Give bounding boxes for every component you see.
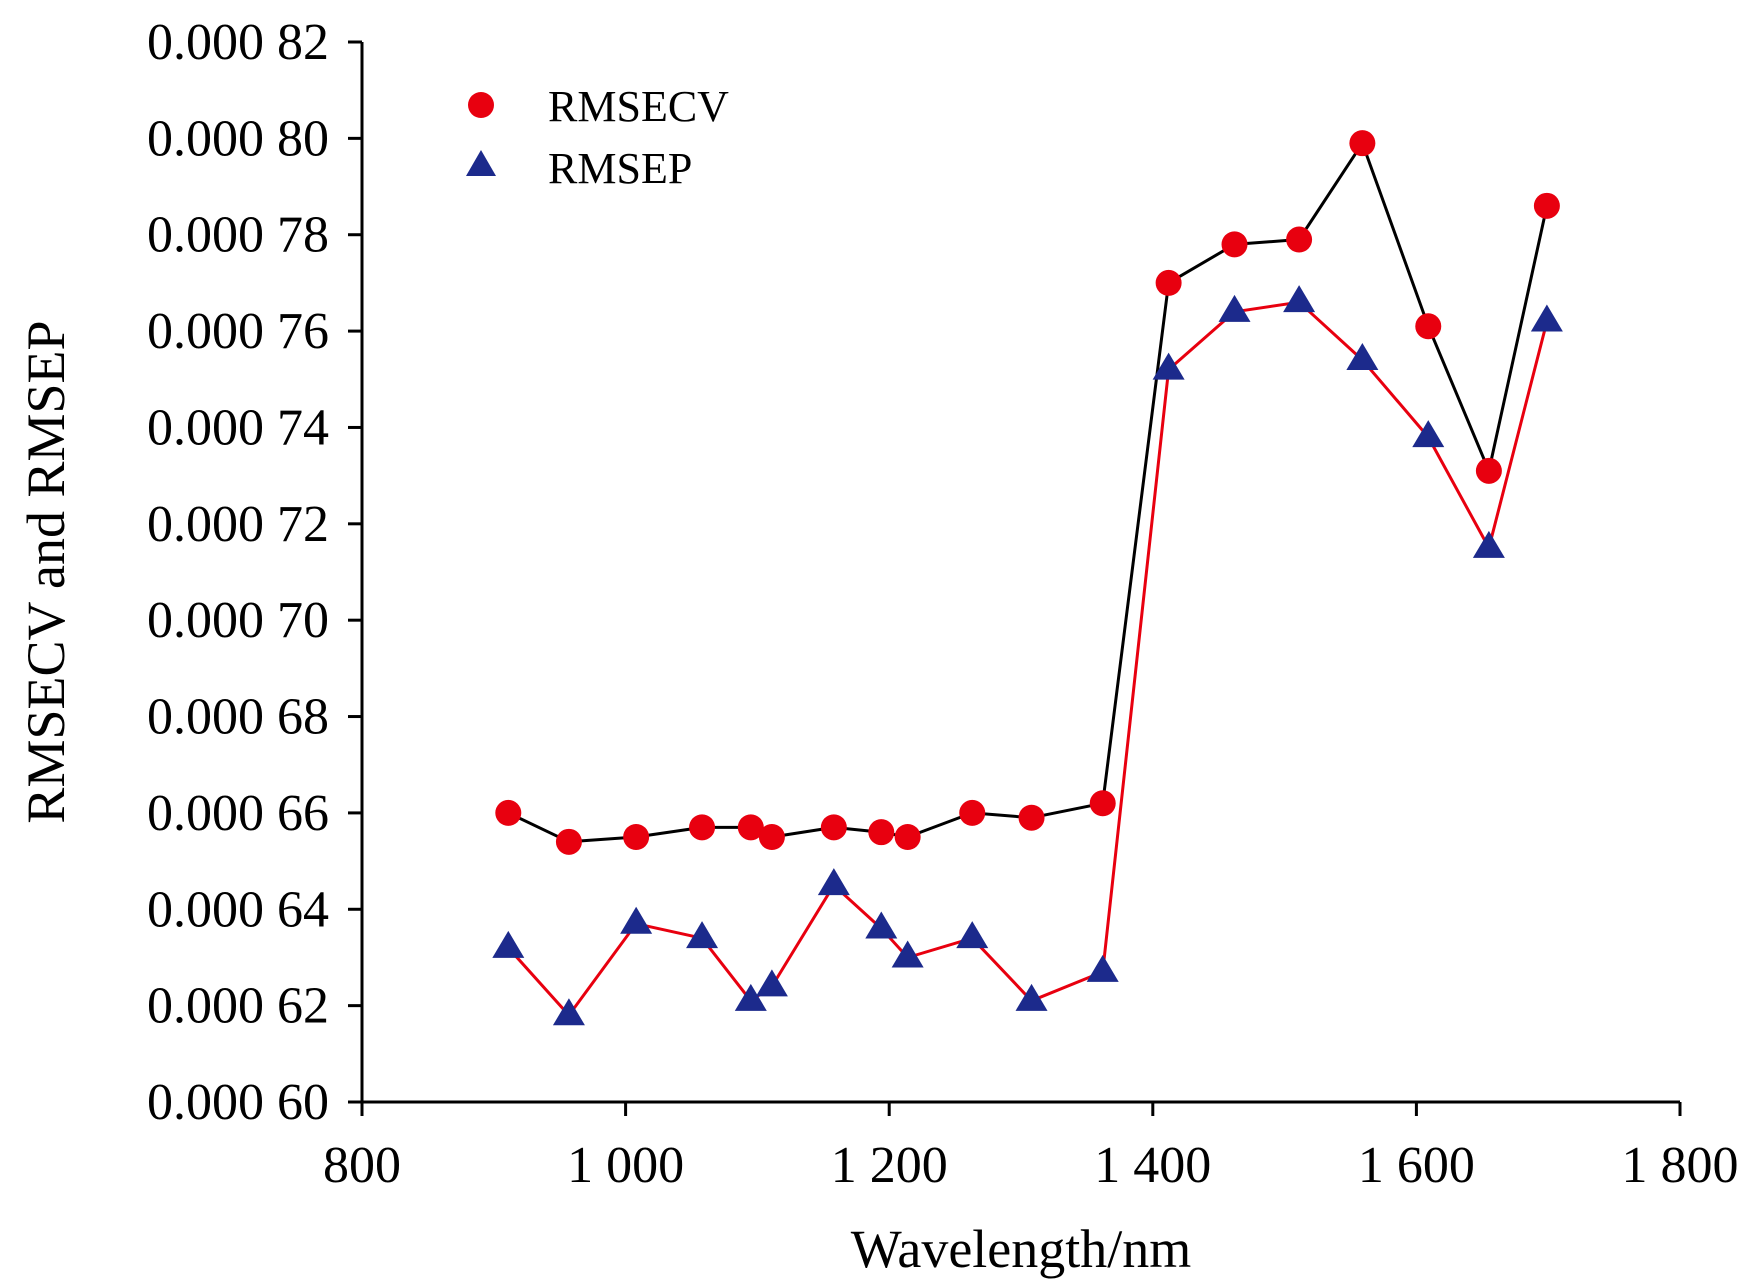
y-axis-label: RMSECV and RMSEP [16,320,76,823]
data-point-rmsep [734,983,767,1011]
y-tick-label: 0.000 82 [147,14,329,71]
data-point-rmsep [686,921,719,949]
data-point-rmsecv [1089,790,1116,817]
data-point-rmsep [1218,294,1251,322]
legend-marker-rmsecv [468,92,494,118]
x-axis-label: Wavelength/nm [851,1219,1192,1279]
series-lines [507,141,1549,1017]
data-point-rmsecv [894,824,921,850]
data-point-rmsep [817,868,850,896]
y-tick-label: 0.000 72 [147,496,329,553]
data-point-rmsecv [1018,804,1045,831]
data-point-rmsep [891,940,924,968]
y-tick-label: 0.000 74 [147,399,329,456]
series-markers [492,130,1563,1026]
legend-label-rmsecv: RMSECV [548,82,729,131]
data-point-rmsep [956,921,989,949]
series-line-rmsep [507,300,1549,1017]
data-point-rmsecv [1349,130,1376,157]
data-point-rmsecv [1155,269,1182,296]
data-point-rmsep [1152,352,1185,380]
data-point-rmsep [1283,285,1316,313]
data-point-rmsep [1346,343,1379,370]
data-point-rmsep [620,906,653,934]
data-point-rmsep [755,969,788,997]
data-point-rmsecv [959,799,986,826]
data-point-rmsecv [495,799,522,826]
x-tick-label: 1 200 [831,1137,948,1194]
data-point-rmsecv [1221,231,1248,258]
data-point-rmsep [1015,983,1048,1011]
y-tick-label: 0.000 68 [147,689,329,746]
y-tick-label: 0.000 78 [147,207,329,264]
data-point-rmsep [1412,420,1445,448]
legend-marker-rmsep [466,150,496,176]
x-ticks: 800 1 000 1 200 1 400 1 600 1 800 [323,1102,1739,1194]
axes [360,42,1680,1104]
y-tick-label: 0.000 66 [147,785,329,842]
legend: RMSECV RMSEP [466,82,729,193]
y-tick-label: 0.000 76 [147,303,329,360]
x-tick-label: 1 400 [1094,1137,1211,1194]
y-tick-label: 0.000 70 [147,592,329,649]
data-point-rmsep [865,911,898,939]
x-tick-label: 800 [323,1137,401,1194]
data-point-rmsecv [737,814,764,841]
x-tick-label: 1 600 [1358,1137,1475,1194]
x-tick-label: 1 000 [567,1137,684,1194]
data-point-rmsep [1530,304,1563,332]
legend-label-rmsep: RMSEP [548,144,692,193]
data-point-rmsecv [555,828,582,855]
data-point-rmsep [1472,530,1505,558]
data-point-rmsecv [820,814,847,841]
data-point-rmsecv [758,824,785,850]
data-point-rmsecv [1475,457,1502,484]
data-point-rmsecv [623,824,650,850]
y-tick-label: 0.000 80 [147,110,329,167]
data-point-rmsecv [689,814,716,841]
y-tick-label: 0.000 62 [147,978,329,1035]
y-ticks: 0.000 60 0.000 62 0.000 64 0.000 66 0.000 68… [147,14,362,1131]
y-tick-label: 0.000 64 [147,881,329,938]
data-point-rmsep [1086,954,1119,982]
x-tick-label: 1 800 [1622,1137,1739,1194]
series-line-rmsecv [507,141,1549,844]
data-point-rmsep [552,998,585,1026]
data-point-rmsecv [1415,313,1442,340]
data-point-rmsecv [1286,226,1313,253]
y-tick-label: 0.000 60 [147,1074,329,1131]
data-point-rmsecv [868,819,895,846]
data-point-rmsep [492,930,525,958]
data-point-rmsecv [1533,192,1560,219]
